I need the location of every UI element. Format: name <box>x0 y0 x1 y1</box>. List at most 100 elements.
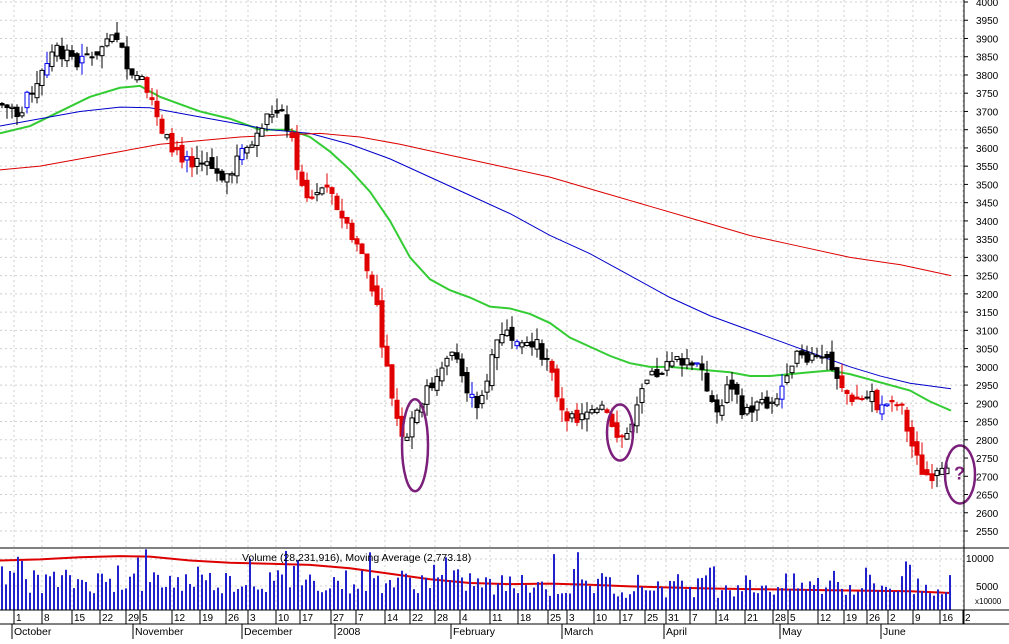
candle-body <box>219 170 225 181</box>
volume-bar <box>669 580 671 610</box>
volume-bar <box>237 589 239 610</box>
volume-bar <box>77 579 79 610</box>
candle-body <box>719 405 725 416</box>
volume-bar <box>717 597 719 610</box>
date-tick-label: 14 <box>718 613 730 624</box>
date-tick-label: 28 <box>775 613 787 624</box>
candle-body <box>459 358 465 377</box>
candle-body <box>674 356 680 360</box>
candle-body <box>739 395 745 416</box>
volume-panel <box>0 549 952 610</box>
volume-bar <box>137 557 139 610</box>
candle-body <box>349 222 355 241</box>
candle-body <box>79 55 85 64</box>
candle-body <box>864 396 870 399</box>
candle-body <box>734 383 740 395</box>
candle-body <box>29 92 35 95</box>
month-label: October <box>14 626 52 638</box>
candle-body <box>164 134 170 139</box>
candle-body <box>764 396 770 409</box>
volume-bar <box>165 587 167 610</box>
candle-body <box>449 351 455 357</box>
candle-body <box>274 109 280 114</box>
candle-body <box>379 300 385 348</box>
volume-bar <box>293 565 295 610</box>
volume-bar <box>721 590 723 610</box>
price-tick-label: 3950 <box>976 16 999 27</box>
candle-body <box>94 51 100 56</box>
date-tick-label: 26 <box>869 613 881 624</box>
candle-body <box>589 409 595 414</box>
candle-body <box>374 285 380 306</box>
price-tick-label: 2900 <box>976 399 999 410</box>
volume-bar <box>445 557 447 610</box>
candle-body <box>414 409 420 424</box>
volume-bar <box>177 577 179 610</box>
candle-body <box>444 357 450 367</box>
candle-body <box>774 398 780 406</box>
volume-bar <box>781 588 783 610</box>
volume-bar <box>941 594 943 610</box>
volume-bar <box>925 584 927 610</box>
candle-body <box>384 345 390 367</box>
volume-bar <box>705 575 707 610</box>
date-tick-label: 18 <box>520 613 532 624</box>
price-tick-label: 2550 <box>976 527 999 538</box>
date-tick-label: 26 <box>228 613 240 624</box>
candle-body <box>579 413 585 421</box>
volume-bar <box>829 580 831 610</box>
date-tick-label: 3 <box>569 613 575 624</box>
candle-body <box>89 56 95 59</box>
candle-body <box>689 362 695 366</box>
volume-bar <box>873 583 875 610</box>
volume-bar <box>229 575 231 610</box>
candle-body <box>174 146 180 151</box>
candle-body <box>204 161 210 166</box>
volume-bar <box>353 584 355 610</box>
candle-body <box>339 210 345 219</box>
volume-bar <box>541 581 543 610</box>
volume-bar <box>905 561 907 610</box>
volume-bar <box>437 577 439 610</box>
volume-bar <box>409 577 411 610</box>
candle-body <box>154 100 160 118</box>
volume-bar <box>637 574 639 610</box>
volume-bar <box>601 573 603 610</box>
candle-body <box>924 469 930 476</box>
month-label: June <box>883 626 906 638</box>
candle-body <box>74 53 80 68</box>
date-tick-label: 17 <box>302 613 314 624</box>
candle-body <box>679 358 685 366</box>
volume-bar <box>53 571 55 610</box>
annotations: ? <box>400 398 977 505</box>
volume-bar <box>5 584 7 610</box>
month-label: November <box>135 626 184 638</box>
date-tick-label: 31 <box>668 613 680 624</box>
candle-body <box>279 109 285 112</box>
volume-bar <box>525 585 527 610</box>
candle-body <box>619 435 625 438</box>
volume-bar <box>481 587 483 610</box>
candle-body <box>234 155 240 177</box>
volume-bar <box>113 591 115 610</box>
date-tick-label: 17 <box>622 613 634 624</box>
volume-bar <box>497 583 499 610</box>
volume-bar <box>793 573 795 610</box>
candle-body <box>114 32 120 40</box>
volume-label: Volume (28,231,916), Moving Average (2,7… <box>242 552 471 564</box>
candle-body <box>754 401 760 411</box>
candle-body <box>194 157 200 167</box>
candle-body <box>149 97 155 101</box>
date-tick-label: 16 <box>942 613 954 624</box>
volume-bar <box>853 594 855 610</box>
volume-bar <box>629 594 631 610</box>
volume-bar <box>245 585 247 610</box>
candle-body <box>859 398 865 401</box>
volume-bar <box>785 573 787 610</box>
volume-bar <box>809 581 811 610</box>
volume-bar <box>265 592 267 610</box>
candle-body <box>639 388 645 404</box>
volume-bar <box>109 578 111 610</box>
candle-body <box>649 370 655 376</box>
